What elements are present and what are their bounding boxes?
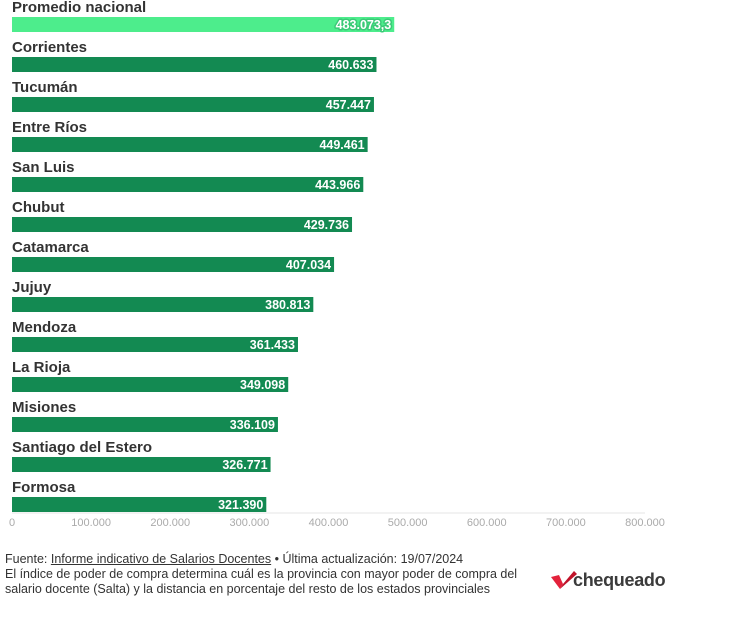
data-label: 429.736: [304, 218, 349, 232]
category-label: San Luis: [12, 159, 75, 176]
bar-chart: Promedio nacional 483.073,3 Corrientes 460.…: [9, 0, 665, 529]
bar: [12, 17, 395, 32]
data-label: 361.433: [250, 338, 295, 352]
chequeado-check-icon: [551, 571, 577, 589]
source-line: Fuente: Informe indicativo de Salarios D…: [5, 552, 550, 567]
data-label: 326.771: [222, 458, 267, 472]
category-label: Corrientes: [12, 39, 87, 56]
source-prefix: Fuente:: [5, 552, 51, 566]
tick-label: 400.000: [309, 517, 349, 529]
x-axis: 0 100.000 200.000 300.000 400.000 500.000 600.…: [9, 512, 665, 529]
tick-label: 600.000: [467, 517, 507, 529]
category-label: Mendoza: [12, 319, 77, 336]
data-label: 457.447: [326, 98, 371, 112]
tick-label: 500.000: [388, 517, 428, 529]
bar: [12, 217, 353, 232]
update-text: • Última actualización: 19/07/2024: [271, 552, 464, 566]
tick-label: 700.000: [546, 517, 586, 529]
data-label: 321.390: [218, 498, 263, 512]
chart-footer: Fuente: Informe indicativo de Salarios D…: [5, 552, 550, 597]
chart-note: El índice de poder de compra determina c…: [5, 567, 518, 596]
data-label: 349.098: [240, 378, 285, 392]
category-label: Promedio nacional: [12, 0, 146, 16]
tick-label: 300.000: [229, 517, 269, 529]
category-label: Formosa: [12, 479, 76, 496]
category-label: Jujuy: [12, 279, 52, 296]
tick-label: 200.000: [150, 517, 190, 529]
tick-label: 800.000: [625, 517, 665, 529]
category-label: Misiones: [12, 399, 76, 416]
bar: [12, 97, 374, 112]
category-label: Catamarca: [12, 239, 89, 256]
data-label: 449.461: [319, 138, 364, 152]
bar: [12, 417, 278, 432]
category-label: Tucumán: [12, 79, 78, 96]
category-label: Entre Ríos: [12, 119, 87, 136]
bar: [12, 377, 289, 392]
bars-group: Promedio nacional 483.073,3 Corrientes 460.…: [12, 0, 395, 514]
category-label: Santiago del Estero: [12, 439, 152, 456]
category-label: Chubut: [12, 199, 64, 216]
bar: [12, 457, 271, 472]
bar: [12, 257, 335, 272]
category-label: La Rioja: [12, 359, 71, 376]
tick-label: 0: [9, 517, 15, 529]
data-label: 407.034: [286, 258, 331, 272]
data-label: 336.109: [230, 418, 275, 432]
bar: [12, 337, 298, 352]
data-label: 380.813: [265, 298, 310, 312]
bar: [12, 297, 314, 312]
tick-label: 100.000: [71, 517, 111, 529]
source-link[interactable]: Informe indicativo de Salarios Docentes: [50, 552, 272, 566]
data-label: 483.073,3: [336, 18, 392, 32]
chequeado-logo[interactable]: chequeado: [551, 570, 676, 594]
logo-text: chequeado: [573, 570, 666, 590]
bar: [12, 497, 267, 512]
data-label: 460.633: [328, 58, 373, 72]
data-label: 443.966: [315, 178, 360, 192]
bar: [12, 177, 364, 192]
bar: [12, 137, 368, 152]
bar: [12, 57, 377, 72]
